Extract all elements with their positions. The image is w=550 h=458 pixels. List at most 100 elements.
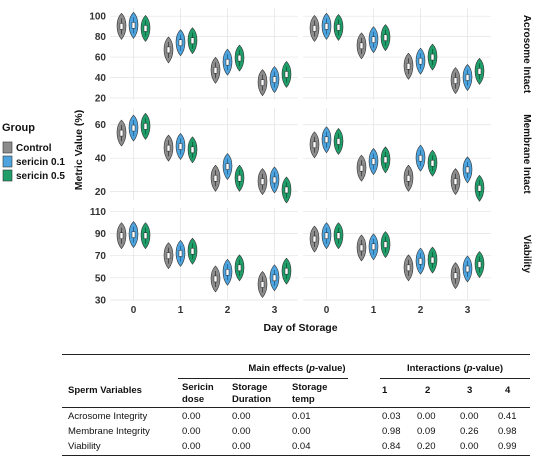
cell-viability-int1: 0.84 [382,441,401,452]
violin-box [453,77,458,84]
violin-box [284,71,289,78]
violin-box [336,232,341,239]
violin-box [383,34,388,41]
violin-box [465,74,470,81]
cell-viability-int4: 0.99 [498,441,517,452]
y-tick-label: 60 [95,120,107,131]
y-tick-label: 50 [95,273,107,284]
panel-background [110,208,298,300]
main-effects-group-header: Main effects (p-value) [248,363,346,374]
legend-swatch [2,141,13,154]
violin-box [213,275,218,283]
violin-box [260,178,265,185]
row-label-membrane: Membrane Integrity [68,426,150,437]
violin-box [284,267,289,275]
main-header-duration-line2: Duration [232,394,272,405]
violin-box [131,124,136,132]
violin-box [359,42,364,50]
row-label-viability: Viability [68,441,101,452]
violin-box [324,23,329,30]
violin-box [371,36,376,43]
cell-membrane-int2: 0.09 [417,426,436,437]
violin-box [178,250,183,257]
y-axis-ticks: 20 40 60 [95,120,107,198]
violin-box [359,164,364,172]
violin-box [453,178,458,185]
violin-box [453,272,458,279]
violin-box [430,53,435,61]
violin-box [166,46,171,54]
violin-box [336,24,341,31]
table-header-rule [62,407,530,408]
x-tick-label: 1 [178,305,184,316]
panel-background [303,8,491,100]
cell-acrosome-int2: 0.00 [417,411,436,422]
violin-box [272,76,277,83]
violin-box [237,264,242,272]
main-header-temp-line2: temp [292,394,315,405]
cell-membrane-sericin: 0.00 [182,426,201,437]
row-strip-label: Membrane Intact [521,114,532,194]
y-tick-label: 80 [95,32,107,43]
cell-membrane-int4: 0.98 [498,426,517,437]
cell-membrane-duration: 0.00 [232,426,251,437]
legend-label: sericin 0.1 [16,157,65,168]
violin-box [359,244,364,252]
violin-box [178,143,183,150]
violin-box [477,261,482,268]
cell-acrosome-int4: 0.41 [498,411,517,422]
x-tick-label: 0 [131,305,137,316]
panel-background [303,208,491,300]
y-tick-label: 110 [90,207,107,218]
violin-box [119,129,124,137]
violin-box [371,243,376,251]
violin-box [418,57,423,65]
x-tick-label: 2 [418,305,424,316]
violin-box [406,175,411,182]
y-tick-label: 70 [95,251,107,262]
violin-box [284,186,289,194]
violin-box [190,37,195,44]
x-axis-label: Day of Storage [263,322,337,334]
legend-label: sericin 0.5 [16,171,65,182]
interaction-header-2: 2 [425,385,431,396]
interaction-header-3: 3 [467,385,473,396]
main-header-duration-line1: Storage [232,382,268,393]
cell-membrane-int1: 0.98 [382,426,401,437]
row-strip-label: Acrosome Intact [521,15,532,94]
row-strip-label: Viability [521,235,532,274]
violin-box [272,176,277,184]
x-tick-label: 0 [324,305,330,316]
violin-box [260,79,265,86]
violin-box [430,256,435,264]
legend-title: Group [2,122,35,134]
main-header-temp-line1: Storage [292,382,328,393]
x-tick-label: 1 [371,305,377,316]
violin-box [324,136,329,144]
violin-box [143,25,148,32]
cell-viability-int2: 0.20 [417,441,436,452]
violin-box [465,166,470,174]
cell-membrane-int3: 0.26 [460,426,479,437]
violin-box [312,25,317,32]
violin-box [190,146,195,154]
panel-background [303,108,491,200]
violin-box [477,68,482,75]
y-axis-label: Metric Value (%) [73,110,85,191]
legend-label: Control [16,143,52,154]
violin-box [225,58,230,66]
main-header-sericin-line1: Sericin [182,382,214,393]
y-tick-label: 100 [89,12,106,23]
violin-box [178,39,183,47]
violin-box [143,123,148,130]
table-bottom-rule [62,455,530,456]
interactions-group-header: Interactions (p-value) [406,363,504,374]
y-tick-label: 30 [95,296,107,307]
cell-viability-sericin: 0.00 [182,441,201,452]
cell-acrosome-int3: 0.00 [460,411,479,422]
legend-swatch [2,155,13,168]
cell-viability-temp: 0.04 [292,441,311,452]
x-tick-label: 3 [465,305,471,316]
panel-background [110,8,298,100]
